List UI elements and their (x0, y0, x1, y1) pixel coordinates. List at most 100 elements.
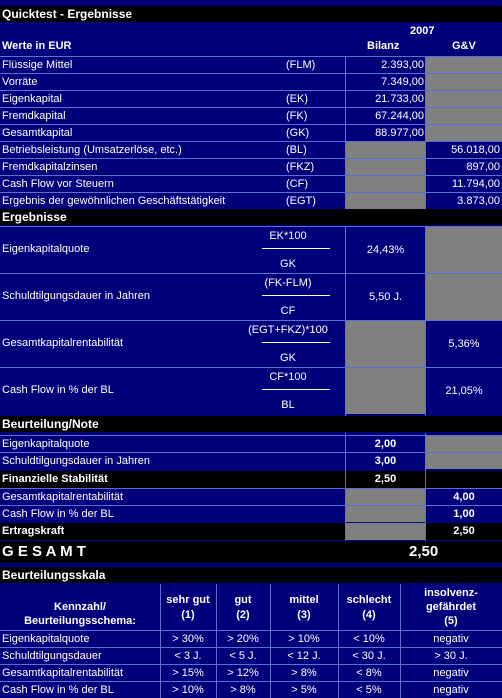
data-row (0, 107, 502, 124)
guv-empty-cell (426, 453, 502, 469)
divider (345, 433, 346, 541)
row-label: Fremdkapitalzinsen (2, 161, 98, 173)
scale-cell: > 12% (227, 667, 259, 679)
formula-numerator: EK*100 (269, 230, 307, 242)
fin-stability-value: 2,50 (374, 473, 397, 485)
guv-empty-cell (426, 108, 502, 124)
data-row (0, 56, 502, 73)
fraction-line (262, 389, 330, 390)
scale-cell: > 5% (291, 684, 317, 696)
divider (270, 584, 271, 698)
result-bilanz-value: 5,50 J. (368, 291, 403, 303)
scale-header-label: Kennzahl/ (54, 601, 106, 613)
row-abbr: (EK) (286, 93, 308, 105)
rating-row (0, 488, 502, 505)
formula-numerator: (EGT+FKZ)*100 (248, 324, 328, 336)
scale-cell: > 20% (227, 633, 259, 645)
scale-cell: < 10% (353, 633, 385, 645)
row-abbr: (GK) (286, 127, 310, 139)
row-label: Ergebnis der gewöhnlichen Geschäftstätig… (2, 195, 226, 207)
year-label: 2007 (410, 25, 435, 37)
divider (216, 584, 217, 698)
data-row (0, 158, 502, 175)
bilanz-empty-cell (346, 506, 425, 522)
row-label: Vorräte (2, 76, 38, 88)
row-abbr: (CF) (286, 178, 308, 190)
beurteilung-bar: Beurteilung/Note (0, 416, 502, 432)
formula-denominator: GK (280, 352, 296, 364)
guv-value: 3.873,00 (457, 195, 500, 207)
result-row (0, 320, 502, 367)
scale-row-label: Schuldtilgungsdauer (2, 650, 102, 662)
row-label: Betriebsleistung (Umsatzerlöse, etc.) (2, 144, 182, 156)
scale-cell: < 5 J. (229, 650, 257, 662)
col-bilanz-label: Bilanz (367, 40, 400, 52)
scale-cell: negativ (433, 684, 469, 696)
formula-numerator: CF*100 (269, 371, 307, 383)
guv-empty-cell (426, 57, 502, 73)
scale-row (0, 664, 502, 681)
werte-label: Werte in EUR (2, 40, 72, 52)
guv-value: 11.794,00 (451, 178, 500, 190)
scale-cell: > 15% (172, 667, 204, 679)
formula-numerator: (FK-FLM) (264, 277, 312, 289)
bilanz-empty-cell (346, 321, 425, 367)
result-row (0, 367, 502, 414)
bilanz-value: 2.393,00 (381, 59, 424, 71)
scale-row-label: Cash Flow in % der BL (2, 684, 114, 696)
scale-col-header: insolvenz- (424, 587, 478, 599)
row-label: Gesamtkapital (2, 127, 73, 139)
divider (425, 56, 426, 209)
divider (160, 584, 161, 698)
bilanz-empty-cell (346, 193, 425, 209)
fin-stability-label: Finanzielle Stabilität (2, 473, 108, 485)
scale-cell: < 5% (356, 684, 382, 696)
scale-cell: negativ (433, 667, 469, 679)
scale-cell: > 30 J. (434, 650, 468, 662)
result-row (0, 226, 502, 273)
scale-cell: < 30 J. (352, 650, 386, 662)
guv-empty-cell (426, 274, 502, 320)
skala-bar: Beurteilungsskala (0, 567, 502, 583)
bilanz-empty-cell (346, 523, 425, 540)
scale-col-header: gefährdet (425, 601, 477, 613)
scale-col-rank: (4) (362, 609, 376, 621)
bilanz-empty-cell (346, 159, 425, 175)
gesamt-label: G E S A M T (2, 543, 86, 560)
bilanz-value: 88.977,00 (375, 127, 424, 139)
row-label: Eigenkapital (2, 93, 62, 105)
formula-denominator: BL (281, 399, 295, 411)
scale-col-header: mittel (289, 594, 319, 606)
result-label: Schuldtilgungsdauer in Jahren (2, 290, 150, 302)
row-label: Cash Flow vor Steuern (2, 178, 114, 190)
gesamt-bar (0, 541, 502, 563)
guv-value: 897,00 (466, 161, 500, 173)
result-label: Eigenkapitalquote (2, 243, 90, 255)
bilanz-empty-cell (346, 142, 425, 158)
scale-cell: > 10% (172, 684, 204, 696)
data-row (0, 90, 502, 107)
scale-row (0, 681, 502, 698)
data-row (0, 141, 502, 158)
scale-col-rank: (1) (181, 609, 195, 621)
rating-label: Cash Flow in % der BL (2, 508, 114, 520)
ertragskraft-value: 2,50 (453, 525, 475, 537)
divider (345, 56, 346, 209)
bilanz-value: 67.244,00 (375, 110, 424, 122)
bilanz-empty-cell (346, 176, 425, 192)
row-abbr: (FK) (286, 110, 308, 122)
rating-bilanz-value: 2,00 (374, 438, 397, 450)
gesamt-value: 2,50 (409, 543, 439, 560)
rating-row (0, 452, 502, 469)
scale-cell: > 30% (172, 633, 204, 645)
rating-row (0, 505, 502, 522)
scale-col-header: sehr gut (166, 594, 210, 606)
scale-col-rank: (5) (444, 615, 458, 627)
data-row (0, 192, 502, 209)
scale-row-label: Eigenkapitalquote (2, 633, 90, 645)
bilanz-empty-cell (346, 368, 425, 414)
divider (425, 433, 426, 541)
formula-denominator: GK (280, 258, 296, 270)
fraction-line (262, 248, 330, 249)
